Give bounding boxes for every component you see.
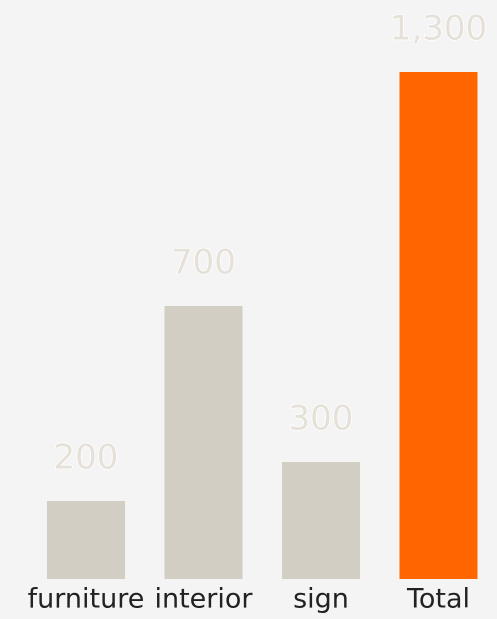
bar: [282, 462, 360, 579]
x-tick-label: interior: [154, 584, 253, 615]
bar: [47, 501, 125, 579]
x-tick-label: Total: [406, 584, 470, 615]
value-label: 200: [54, 438, 119, 478]
value-label: 1,300: [390, 9, 487, 49]
bar: [399, 72, 478, 579]
x-tick-label: furniture: [28, 584, 145, 615]
value-label: 300: [289, 399, 354, 439]
x-tick-label: sign: [293, 584, 349, 615]
bar: [164, 306, 243, 579]
value-label: 700: [171, 243, 236, 283]
